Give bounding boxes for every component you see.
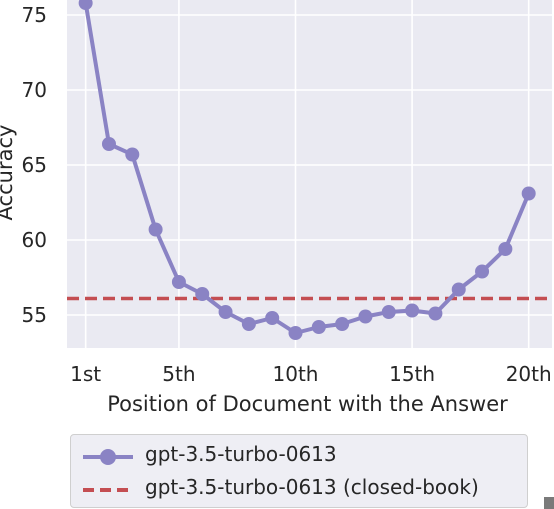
data-point	[335, 317, 350, 331]
tick-labels: 1st 5th 10th 15th 20th 55 60 65 70 75	[22, 3, 552, 386]
y-tick-label: 75	[22, 3, 47, 27]
data-point	[405, 303, 420, 318]
data-point	[241, 317, 256, 331]
plot-area	[67, 0, 552, 348]
data-point	[451, 282, 466, 297]
data-point	[78, 0, 93, 10]
legend-label-closed-book: gpt-3.5-turbo-0613 (closed-book)	[145, 475, 479, 499]
data-point	[148, 222, 163, 237]
x-axis-label: Position of Document with the Answer	[107, 392, 508, 416]
x-tick-label: 10th	[273, 362, 319, 386]
x-tick-label: 15th	[389, 362, 435, 386]
legend: gpt-3.5-turbo-0613 gpt-3.5-turbo-0613 (c…	[70, 434, 528, 508]
data-point	[311, 320, 326, 334]
legend-item-series: gpt-3.5-turbo-0613	[71, 439, 527, 473]
data-point	[101, 137, 116, 151]
legend-dashed-line-icon	[83, 488, 133, 492]
data-point	[125, 147, 140, 162]
data-point	[358, 309, 373, 324]
data-point	[381, 305, 396, 319]
y-axis-label: Accuracy	[0, 125, 17, 221]
y-tick-label: 70	[22, 78, 47, 102]
legend-item-closed-book: gpt-3.5-turbo-0613 (closed-book)	[71, 472, 527, 506]
x-tick-label: 5th	[162, 362, 195, 386]
legend-label-series: gpt-3.5-turbo-0613	[145, 442, 337, 466]
data-point	[171, 275, 186, 289]
x-tick-label: 20th	[506, 362, 552, 386]
data-point	[218, 305, 233, 319]
data-point	[498, 242, 513, 256]
data-point	[521, 186, 536, 201]
grid-lines	[67, 0, 552, 348]
corner-mark	[544, 497, 554, 509]
x-tick-label: 1st	[70, 362, 101, 386]
data-point	[475, 264, 490, 279]
y-tick-label: 55	[22, 303, 47, 327]
y-tick-label: 65	[22, 153, 47, 177]
data-point	[195, 287, 210, 301]
data-point	[428, 306, 443, 321]
data-point	[265, 311, 280, 325]
data-point	[288, 326, 303, 340]
y-tick-label: 60	[22, 228, 47, 252]
series-layer	[78, 0, 536, 340]
legend-marker-line-icon	[83, 449, 133, 465]
